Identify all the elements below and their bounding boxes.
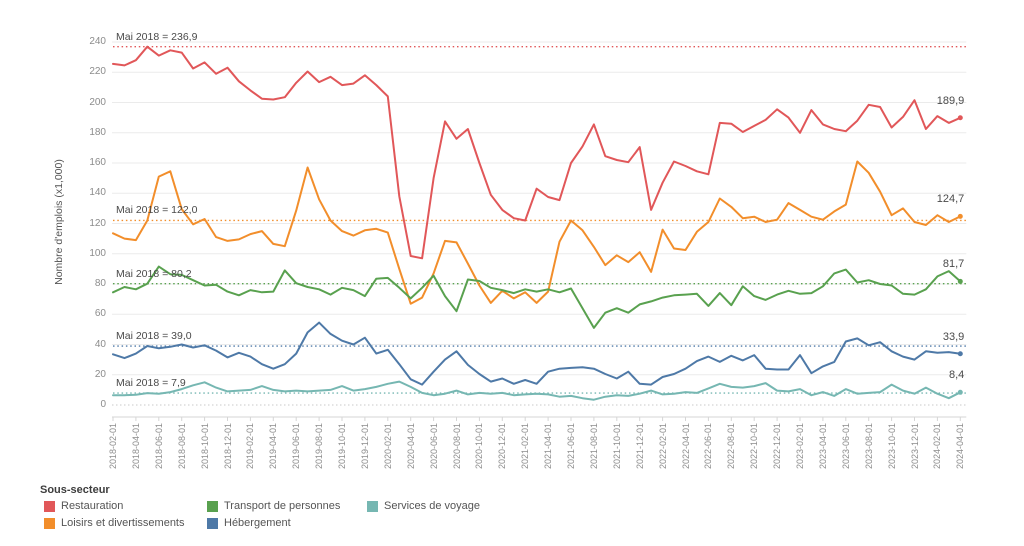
x-tick-label: 2020-12-01 — [497, 423, 508, 470]
end-label-transport-de-personnes: 81,7 — [942, 258, 965, 271]
y-tick-label: 140 — [89, 187, 106, 199]
legend-rows: Restauration Transport de personnes Servic… — [40, 499, 480, 533]
end-label-services-de-voyage: 8,4 — [949, 369, 965, 382]
legend-title: Sous-secteur — [40, 484, 110, 496]
y-tick-label: 120 — [89, 217, 106, 229]
x-tick-label: 2019-06-01 — [291, 423, 302, 470]
end-dot-transport-de-personnes — [957, 278, 963, 284]
ref-label-loisirs-et-divertissements: Mai 2018 = 122,0 — [116, 204, 198, 217]
y-tick-label: 20 — [94, 368, 106, 380]
y-tick-label: 40 — [94, 338, 106, 350]
x-tick-label: 2022-08-01 — [726, 423, 737, 470]
x-tick-label: 2023-10-01 — [886, 423, 897, 470]
legend-row: Loisirs et divertissements Hébergement — [40, 516, 291, 533]
x-tick-label: 2021-02-01 — [520, 423, 531, 470]
ref-label-hebergement: Mai 2018 = 39,0 — [116, 330, 192, 342]
end-dot-services-de-voyage — [957, 389, 963, 395]
legend-item-hebergement[interactable]: Hébergement — [207, 517, 291, 529]
x-tick-label: 2023-12-01 — [909, 423, 920, 470]
series-line-loisirs-et-divertissements[interactable] — [112, 160, 962, 305]
series-line-hebergement[interactable] — [112, 321, 962, 386]
legend-label: Hébergement — [224, 517, 291, 529]
y-tick-label: 60 — [94, 308, 106, 320]
end-label-restauration: 189,9 — [936, 94, 965, 107]
x-tick-label: 2018-12-01 — [222, 423, 233, 470]
x-tick-label: 2019-12-01 — [359, 423, 370, 470]
legend-row: Restauration Transport de personnes Servic… — [40, 499, 480, 516]
y-tick-label: 80 — [94, 278, 106, 289]
x-tick-label: 2022-06-01 — [703, 423, 714, 470]
ref-label-services-de-voyage: Mai 2018 = 7,9 — [116, 377, 186, 390]
x-tick-label: 2024-02-01 — [932, 423, 943, 470]
series-line-services-de-voyage[interactable] — [112, 380, 962, 401]
x-tick-label: 2018-10-01 — [199, 423, 210, 470]
end-label-loisirs-et-divertissements: 124,7 — [936, 193, 965, 206]
x-tick-label: 2018-08-01 — [176, 423, 187, 470]
legend-swatch-hebergement — [207, 517, 218, 529]
y-axis-title: Nombre d'emplois (x1,000) — [53, 159, 65, 285]
y-tick-label: 0 — [100, 399, 106, 410]
x-tick-label: 2020-08-01 — [451, 423, 462, 470]
x-tick-label: 2018-06-01 — [153, 423, 164, 470]
end-dot-restauration — [957, 115, 963, 121]
x-tick-label: 2021-04-01 — [543, 423, 554, 470]
x-tick-label: 2023-02-01 — [795, 423, 805, 470]
legend-item-loisirs-et-divertissements[interactable]: Loisirs et divertissements — [44, 517, 185, 529]
x-tick-label: 2022-04-01 — [680, 423, 691, 470]
legend-swatch-loisirs-et-divertissements — [44, 517, 55, 529]
x-tick-label: 2023-06-01 — [840, 423, 851, 470]
series-line-transport-de-personnes[interactable] — [112, 265, 962, 329]
legend-label: Restauration — [61, 500, 124, 512]
x-tick-label: 2019-04-01 — [268, 423, 279, 470]
x-tick-label: 2020-02-01 — [382, 423, 393, 470]
legend-item-transport-de-personnes[interactable]: Transport de personnes — [207, 500, 340, 512]
y-tick-label: 240 — [89, 36, 106, 47]
x-tick-label: 2018-02-01 — [108, 423, 118, 470]
x-tick-label: 2019-08-01 — [314, 423, 325, 470]
y-tick-label: 220 — [89, 66, 106, 78]
y-tick-label: 100 — [89, 247, 106, 259]
x-tick-label: 2021-06-01 — [566, 423, 576, 470]
end-dot-loisirs-et-divertissements — [957, 213, 963, 219]
x-tick-label: 2021-10-01 — [611, 423, 622, 470]
y-tick-label: 200 — [89, 96, 106, 108]
end-dot-hebergement — [957, 351, 963, 357]
legend-label: Transport de personnes — [224, 500, 341, 512]
x-tick-label: 2019-02-01 — [245, 423, 256, 470]
legend-item-services-de-voyage[interactable]: Services de voyage — [367, 500, 480, 512]
legend-label: Loisirs et divertissements — [61, 517, 185, 529]
x-tick-label: 2020-10-01 — [474, 423, 485, 470]
legend-swatch-transport-de-personnes — [207, 500, 218, 512]
x-tick-label: 2021-12-01 — [634, 423, 645, 470]
ref-label-restauration: Mai 2018 = 236,9 — [116, 30, 198, 43]
end-label-hebergement: 33,9 — [942, 330, 965, 343]
legend-label: Services de voyage — [384, 500, 480, 512]
legend-swatch-restauration — [44, 500, 55, 512]
x-tick-label: 2019-10-01 — [337, 423, 347, 470]
legend: Sous-secteur Restauration Transport de pe… — [40, 484, 480, 533]
x-tick-label: 2020-04-01 — [405, 423, 416, 470]
y-tick-label: 180 — [89, 126, 106, 138]
x-tick-label: 2022-10-01 — [749, 423, 760, 470]
ref-label-transport-de-personnes: Mai 2018 = 80,2 — [116, 267, 192, 280]
y-tick-label: 160 — [89, 157, 106, 168]
x-tick-label: 2023-04-01 — [817, 423, 828, 470]
x-tick-label: 2021-08-01 — [588, 423, 599, 470]
x-tick-label: 2018-04-01 — [130, 423, 141, 470]
x-tick-label: 2022-02-01 — [657, 423, 668, 470]
x-tick-label: 2020-06-01 — [428, 423, 439, 470]
legend-swatch-services-de-voyage — [367, 500, 378, 512]
x-tick-label: 2022-12-01 — [772, 423, 783, 470]
x-tick-label: 2024-04-01 — [955, 423, 966, 470]
x-tick-label: 2023-08-01 — [863, 423, 874, 470]
series-line-restauration[interactable] — [112, 45, 962, 260]
legend-item-restauration[interactable]: Restauration — [44, 500, 123, 512]
